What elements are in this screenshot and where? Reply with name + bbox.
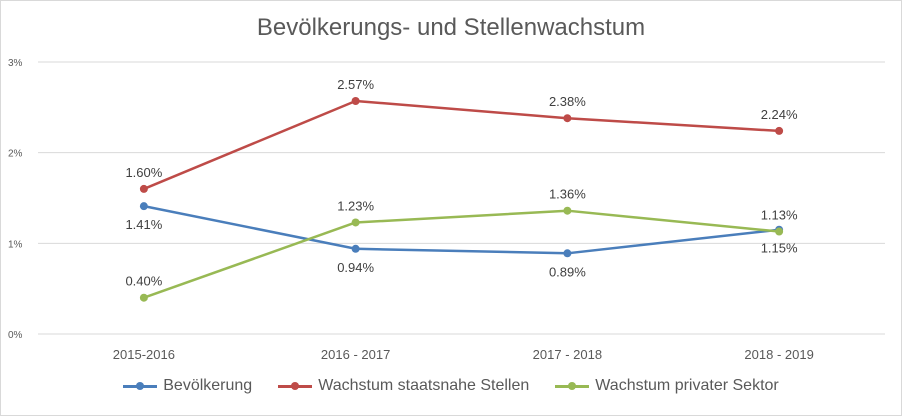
data-point <box>139 293 148 302</box>
legend-label-privater-sektor: Wachstum privater Sektor <box>595 377 779 394</box>
data-label: 1.60% <box>125 165 162 180</box>
y-tick-label: 3% <box>8 58 23 69</box>
legend-marker-staatsnahe-stellen <box>278 380 313 392</box>
data-label: 1.23% <box>337 198 374 213</box>
x-tick-label: 2016 - 2017 <box>321 347 390 362</box>
y-tick-label: 2% <box>8 149 23 160</box>
y-tick-label: 1% <box>8 239 23 250</box>
x-tick-label: 2017 - 2018 <box>533 347 602 362</box>
data-label: 1.36% <box>549 187 586 202</box>
data-label: 0.89% <box>549 264 586 279</box>
series-line <box>143 204 780 255</box>
data-point <box>351 244 360 253</box>
data-label: 2.24% <box>761 107 798 122</box>
data-label: 1.13% <box>761 208 798 223</box>
series-line <box>143 209 780 299</box>
legend-label-staatsnahe-stellen: Wachstum staatsnahe Stellen <box>318 377 530 394</box>
legend: Bevölkerung Wachstum staatsnahe Stellen … <box>0 377 902 395</box>
data-point <box>563 206 572 215</box>
y-tick-label: 0% <box>8 330 23 341</box>
series-line <box>143 99 780 191</box>
data-point <box>563 114 572 123</box>
data-label: 2.57% <box>337 77 374 92</box>
legend-marker-privater-sektor <box>555 380 590 392</box>
legend-item-privater-sektor: Wachstum privater Sektor <box>555 377 779 395</box>
data-label: 0.94% <box>337 260 374 275</box>
data-label: 1.41% <box>125 217 162 232</box>
data-point <box>775 126 784 135</box>
data-point <box>351 96 360 105</box>
x-tick-label: 2015-2016 <box>113 347 175 362</box>
data-label: 0.40% <box>125 274 162 289</box>
data-label: 1.15% <box>761 241 798 256</box>
legend-label-bevoelkerung: Bevölkerung <box>163 377 253 394</box>
legend-item-staatsnahe-stellen: Wachstum staatsnahe Stellen <box>278 377 529 395</box>
data-point <box>563 249 572 258</box>
data-point <box>139 202 148 211</box>
chart-title: Bevölkerungs- und Stellenwachstum <box>256 14 646 41</box>
data-point <box>775 227 784 236</box>
legend-item-bevoelkerung: Bevölkerung <box>123 377 252 395</box>
data-point <box>351 218 360 227</box>
data-label: 2.38% <box>549 94 586 109</box>
x-tick-label: 2018 - 2019 <box>744 347 813 362</box>
legend-marker-bevoelkerung <box>123 380 158 392</box>
data-point <box>139 184 148 193</box>
